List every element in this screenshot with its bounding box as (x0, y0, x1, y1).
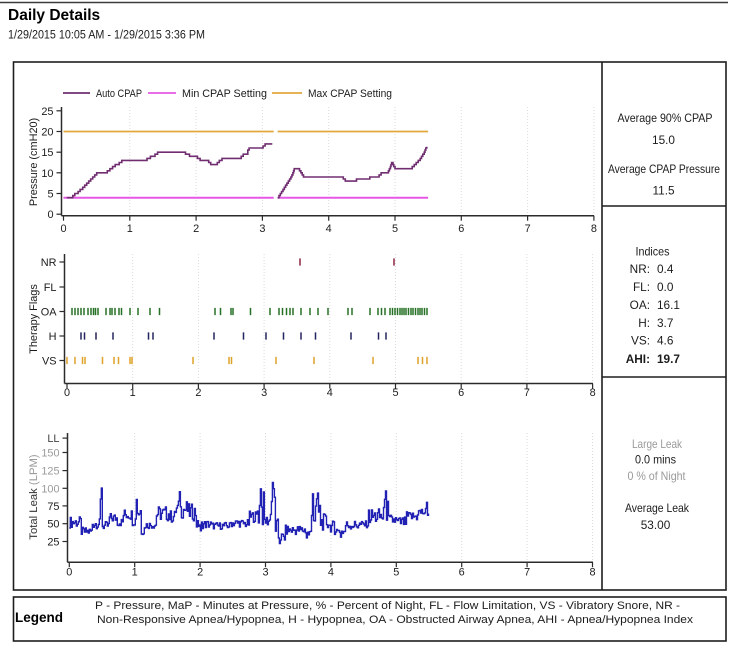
svg-text:2: 2 (195, 387, 201, 399)
svg-text:0.0: 0.0 (657, 280, 674, 294)
svg-text:H: H (49, 331, 57, 343)
svg-text:5: 5 (392, 387, 398, 399)
svg-text:FL: FL (44, 282, 57, 294)
svg-text:4.6: 4.6 (657, 334, 674, 348)
svg-text:P - Pressure, MaP - Minutes at: P - Pressure, MaP - Minutes at Pressure,… (95, 600, 680, 612)
svg-text:5: 5 (47, 189, 53, 201)
svg-text:4: 4 (327, 387, 333, 399)
svg-text:Large Leak: Large Leak (632, 437, 682, 451)
svg-text:125: 125 (41, 466, 59, 478)
svg-text:0: 0 (64, 387, 70, 399)
svg-text:5: 5 (393, 567, 399, 579)
svg-text:OA:: OA: (630, 298, 650, 312)
svg-text:0: 0 (66, 567, 72, 579)
svg-text:4: 4 (326, 223, 332, 235)
svg-text:VS: VS (42, 356, 57, 368)
svg-text:1/29/2015 10:05 AM - 1/29/2015: 1/29/2015 10:05 AM - 1/29/2015 3:36 PM (8, 28, 205, 42)
svg-text:53.00: 53.00 (641, 518, 671, 532)
svg-text:15: 15 (41, 147, 53, 159)
svg-text:Legend: Legend (15, 610, 63, 625)
svg-text:10: 10 (41, 168, 53, 180)
svg-text:20: 20 (41, 127, 53, 139)
svg-text:Total Leak (LPM): Total Leak (LPM) (28, 454, 40, 540)
svg-text:LL: LL (47, 433, 59, 445)
svg-text:Daily Details: Daily Details (8, 7, 100, 24)
svg-text:Pressure (cmH20): Pressure (cmH20) (28, 118, 40, 206)
svg-text:8: 8 (591, 223, 597, 235)
svg-text:2: 2 (197, 567, 203, 579)
svg-text:3.7: 3.7 (657, 316, 673, 330)
svg-text:0.4: 0.4 (657, 262, 674, 276)
svg-text:7: 7 (524, 567, 530, 579)
svg-text:Min CPAP Setting: Min CPAP Setting (182, 88, 267, 100)
svg-text:50: 50 (47, 519, 59, 531)
svg-text:6: 6 (459, 567, 465, 579)
svg-text:Average Leak: Average Leak (625, 501, 689, 515)
svg-text:Therapy Flags: Therapy Flags (28, 284, 40, 354)
svg-text:FL:: FL: (633, 280, 650, 294)
svg-text:8: 8 (589, 567, 595, 579)
svg-text:3: 3 (262, 567, 268, 579)
svg-text:H:: H: (638, 316, 650, 330)
svg-text:1: 1 (130, 387, 136, 399)
svg-text:3: 3 (259, 223, 265, 235)
svg-text:19.7: 19.7 (657, 352, 680, 366)
svg-text:Indices: Indices (636, 245, 670, 259)
svg-text:75: 75 (47, 501, 59, 513)
svg-text:100: 100 (41, 483, 59, 495)
svg-text:Max CPAP Setting: Max CPAP Setting (308, 88, 392, 100)
svg-text:Average 90% CPAP: Average 90% CPAP (618, 111, 713, 125)
svg-text:0.0 mins: 0.0 mins (635, 452, 676, 466)
svg-text:AHI:: AHI: (626, 352, 650, 366)
svg-text:25: 25 (41, 106, 53, 118)
svg-text:7: 7 (524, 387, 530, 399)
svg-text:0: 0 (47, 209, 53, 221)
svg-text:OA: OA (41, 307, 57, 319)
svg-text:4: 4 (328, 567, 334, 579)
svg-text:11.5: 11.5 (652, 183, 675, 197)
svg-text:0: 0 (60, 223, 66, 235)
svg-text:1: 1 (132, 567, 138, 579)
svg-text:7: 7 (525, 223, 531, 235)
svg-text:2: 2 (193, 223, 199, 235)
svg-text:Auto CPAP: Auto CPAP (96, 88, 142, 100)
svg-text:NR: NR (41, 257, 57, 269)
svg-text:6: 6 (458, 387, 464, 399)
svg-text:150: 150 (41, 448, 59, 460)
svg-text:3: 3 (261, 387, 267, 399)
svg-text:25: 25 (47, 537, 59, 549)
svg-text:16.1: 16.1 (657, 298, 680, 312)
svg-text:8: 8 (590, 387, 596, 399)
svg-text:VS:: VS: (631, 334, 650, 348)
svg-text:Non-Responsive Apnea/Hypopnea,: Non-Responsive Apnea/Hypopnea, H - Hypop… (97, 614, 694, 626)
svg-text:Average CPAP Pressure: Average CPAP Pressure (608, 162, 720, 176)
svg-text:1: 1 (127, 223, 133, 235)
svg-text:15.0: 15.0 (652, 133, 675, 147)
svg-text:0 % of Night: 0 % of Night (628, 469, 687, 483)
svg-text:NR:: NR: (630, 262, 650, 276)
svg-text:5: 5 (392, 223, 398, 235)
svg-text:6: 6 (458, 223, 464, 235)
